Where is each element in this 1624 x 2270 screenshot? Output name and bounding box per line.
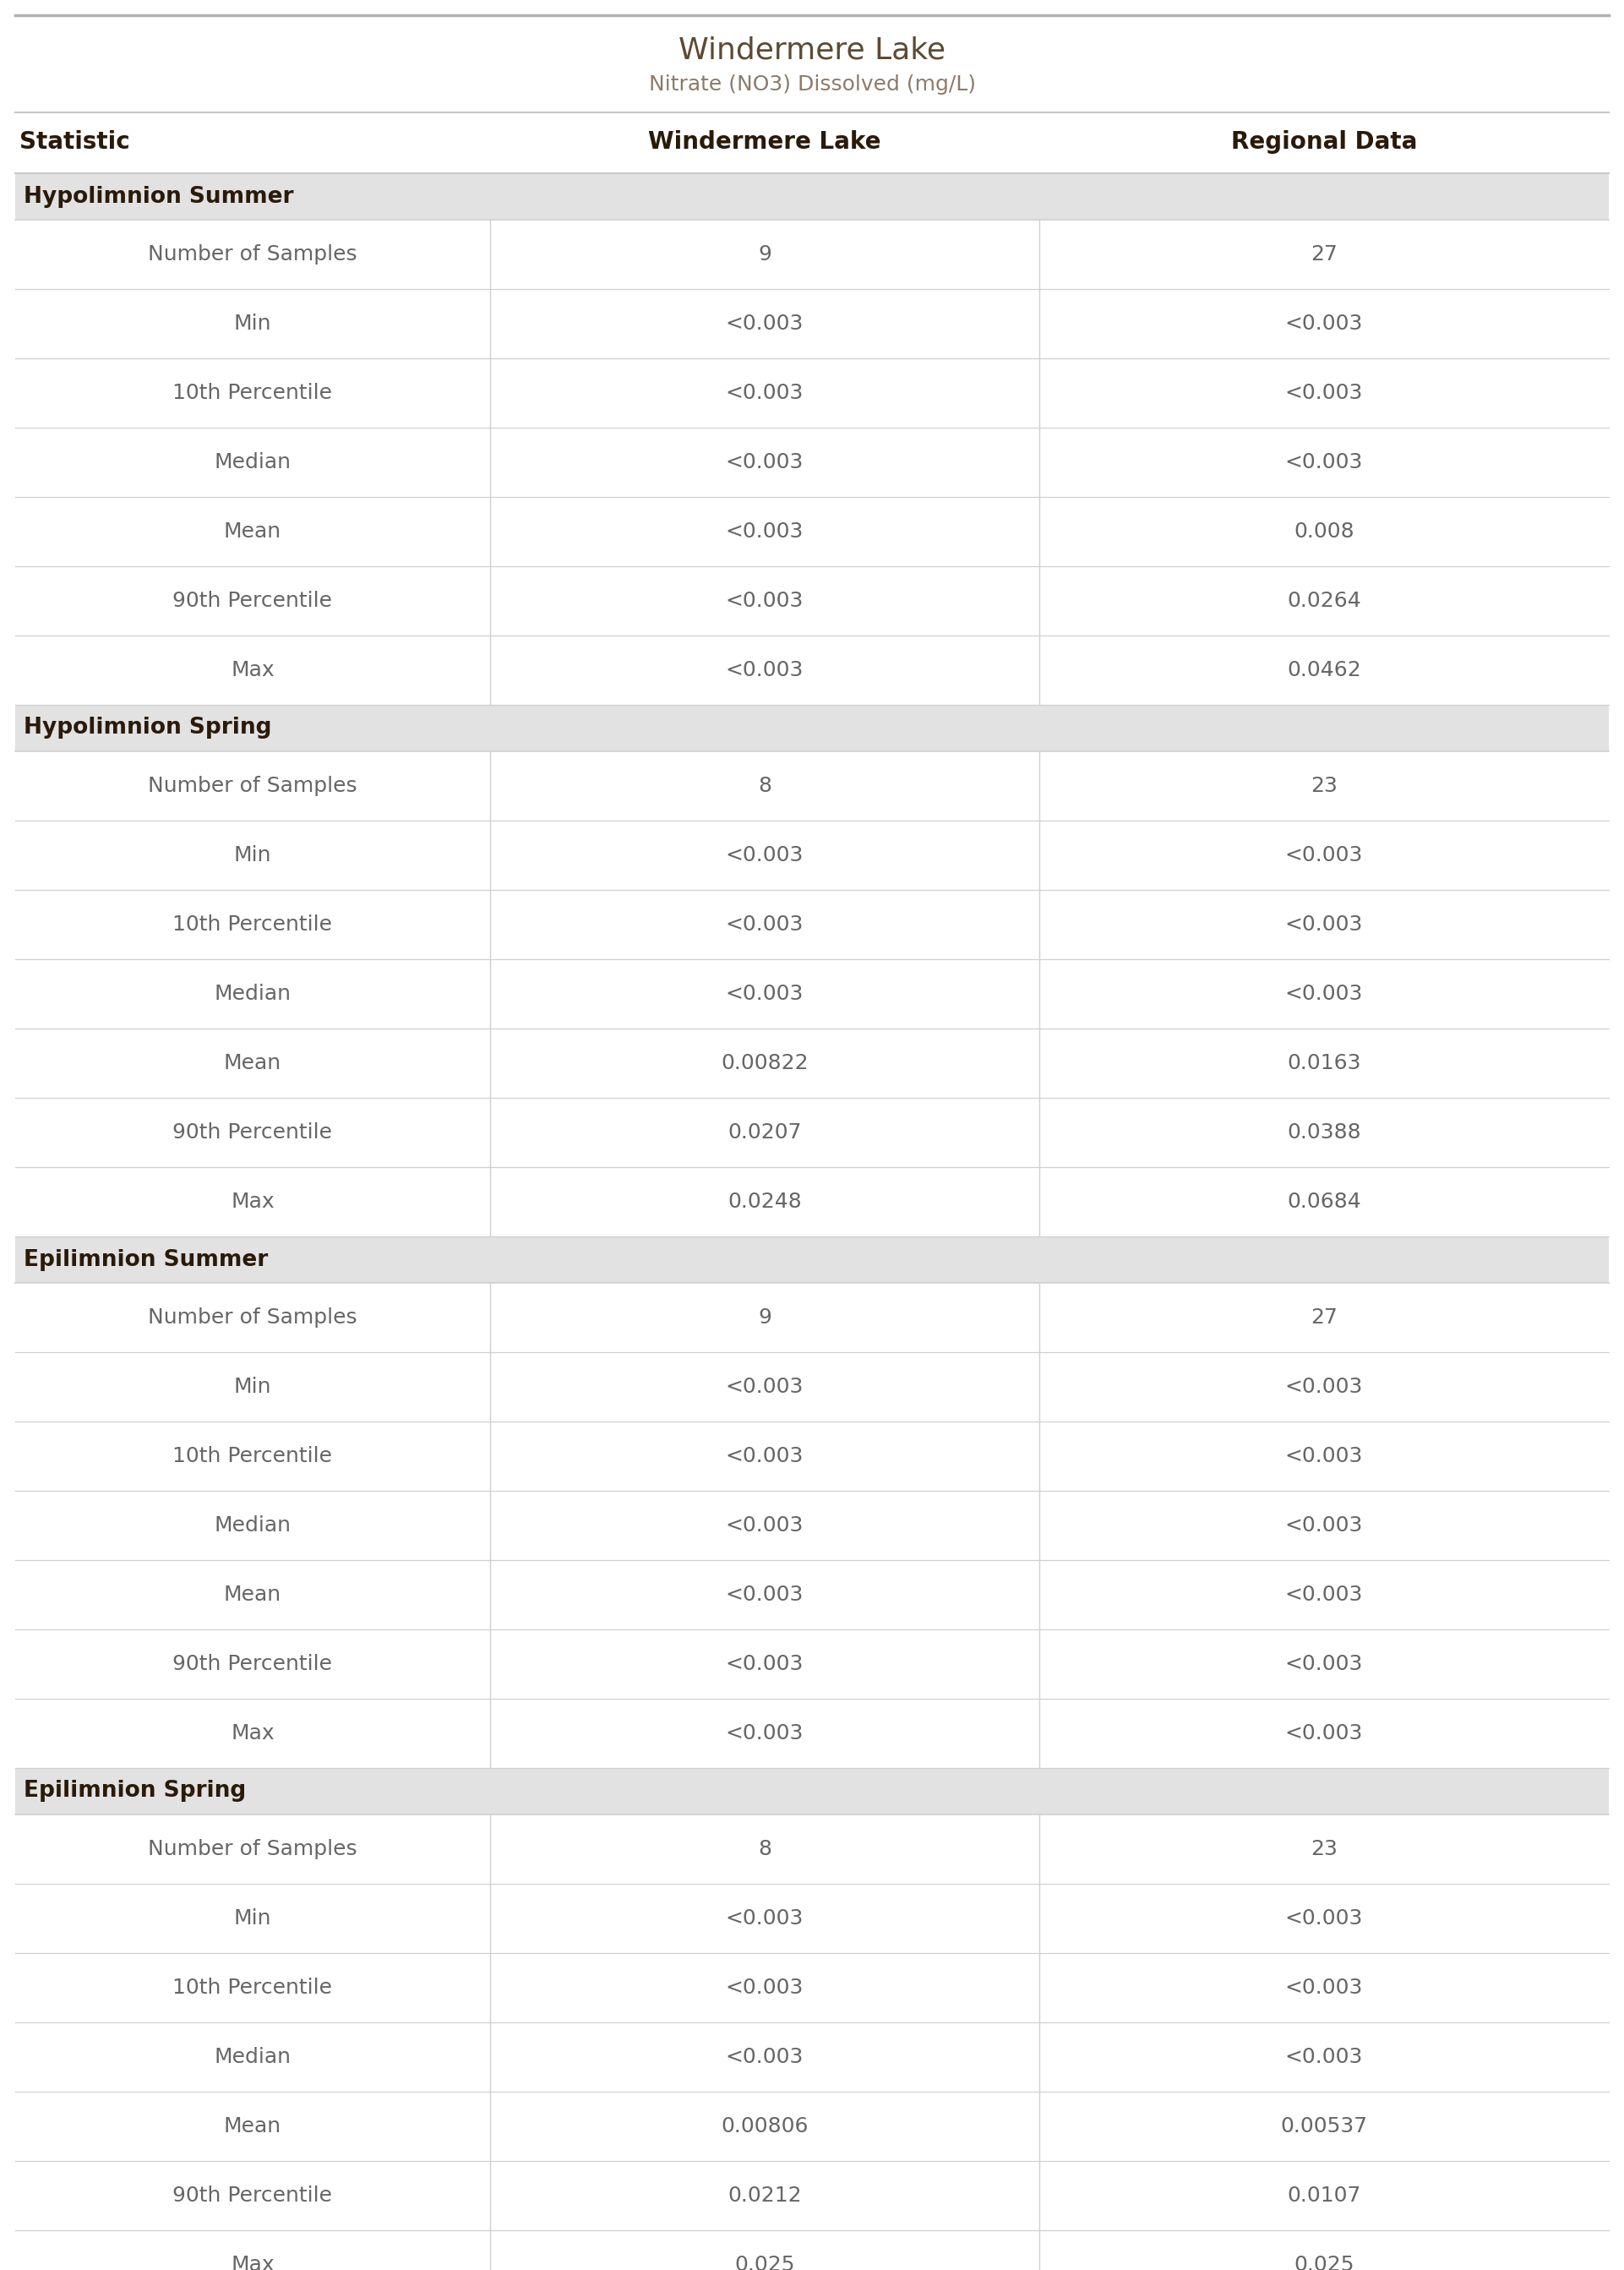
Text: Max: Max <box>231 1723 274 1743</box>
Text: Mean: Mean <box>224 1053 281 1074</box>
Text: <0.003: <0.003 <box>726 384 804 404</box>
Text: <0.003: <0.003 <box>1285 844 1363 865</box>
Text: <0.003: <0.003 <box>726 1516 804 1535</box>
Text: 10th Percentile: 10th Percentile <box>172 384 333 404</box>
Text: 0.0107: 0.0107 <box>1288 2186 1361 2206</box>
Text: Regional Data: Regional Data <box>1231 129 1418 154</box>
Text: Number of Samples: Number of Samples <box>148 1839 357 1859</box>
Bar <box>15 704 1609 751</box>
Text: <0.003: <0.003 <box>726 844 804 865</box>
Bar <box>15 1768 1609 1814</box>
Text: <0.003: <0.003 <box>726 1977 804 1998</box>
Text: 10th Percentile: 10th Percentile <box>172 1446 333 1466</box>
Text: <0.003: <0.003 <box>726 590 804 611</box>
Text: Windermere Lake: Windermere Lake <box>648 129 882 154</box>
Text: 0.008: 0.008 <box>1294 522 1354 543</box>
Text: 8: 8 <box>758 776 771 797</box>
Text: Min: Min <box>234 1376 271 1396</box>
Text: <0.003: <0.003 <box>1285 1977 1363 1998</box>
Text: <0.003: <0.003 <box>726 983 804 1003</box>
Text: <0.003: <0.003 <box>726 1446 804 1466</box>
Text: 0.0388: 0.0388 <box>1288 1121 1361 1142</box>
Text: <0.003: <0.003 <box>1285 1584 1363 1605</box>
Text: <0.003: <0.003 <box>726 313 804 334</box>
Text: 0.0163: 0.0163 <box>1288 1053 1361 1074</box>
Text: <0.003: <0.003 <box>726 1723 804 1743</box>
Text: 9: 9 <box>758 245 771 266</box>
Text: <0.003: <0.003 <box>1285 983 1363 1003</box>
Text: <0.003: <0.003 <box>1285 313 1363 334</box>
Text: <0.003: <0.003 <box>1285 1376 1363 1396</box>
Text: 90th Percentile: 90th Percentile <box>172 1655 333 1675</box>
Text: <0.003: <0.003 <box>1285 1655 1363 1675</box>
Text: Mean: Mean <box>224 2116 281 2136</box>
Text: Number of Samples: Number of Samples <box>148 245 357 266</box>
Text: Median: Median <box>214 1516 291 1535</box>
Text: <0.003: <0.003 <box>726 1655 804 1675</box>
Text: Statistic: Statistic <box>19 129 130 154</box>
Text: 0.0248: 0.0248 <box>728 1192 802 1212</box>
Text: <0.003: <0.003 <box>726 452 804 472</box>
Text: Epilimnion Spring: Epilimnion Spring <box>24 1780 247 1802</box>
Text: 23: 23 <box>1311 1839 1338 1859</box>
Text: <0.003: <0.003 <box>1285 915 1363 935</box>
Text: 0.025: 0.025 <box>1294 2254 1354 2270</box>
Text: 10th Percentile: 10th Percentile <box>172 915 333 935</box>
Text: <0.003: <0.003 <box>726 661 804 681</box>
Text: Nitrate (NO3) Dissolved (mg/L): Nitrate (NO3) Dissolved (mg/L) <box>648 75 976 95</box>
Text: <0.003: <0.003 <box>1285 384 1363 404</box>
Text: Min: Min <box>234 844 271 865</box>
Text: Median: Median <box>214 452 291 472</box>
Text: Max: Max <box>231 661 274 681</box>
Text: Mean: Mean <box>224 522 281 543</box>
Text: Number of Samples: Number of Samples <box>148 776 357 797</box>
Text: <0.003: <0.003 <box>726 915 804 935</box>
Text: Median: Median <box>214 2048 291 2068</box>
Bar <box>15 173 1609 220</box>
Text: 90th Percentile: 90th Percentile <box>172 2186 333 2206</box>
Text: <0.003: <0.003 <box>726 2048 804 2068</box>
Text: 0.0462: 0.0462 <box>1286 661 1361 681</box>
Text: 23: 23 <box>1311 776 1338 797</box>
Text: Min: Min <box>234 1909 271 1930</box>
Text: 27: 27 <box>1311 245 1338 266</box>
Text: 0.0212: 0.0212 <box>728 2186 802 2206</box>
Text: <0.003: <0.003 <box>726 1909 804 1930</box>
Text: 0.0684: 0.0684 <box>1286 1192 1361 1212</box>
Text: 0.025: 0.025 <box>734 2254 794 2270</box>
Bar <box>15 1237 1609 1283</box>
Text: <0.003: <0.003 <box>726 1376 804 1396</box>
Text: 0.00806: 0.00806 <box>721 2116 809 2136</box>
Text: <0.003: <0.003 <box>1285 452 1363 472</box>
Text: <0.003: <0.003 <box>1285 1723 1363 1743</box>
Text: <0.003: <0.003 <box>1285 1446 1363 1466</box>
Text: 0.0207: 0.0207 <box>728 1121 802 1142</box>
Text: 0.00822: 0.00822 <box>721 1053 809 1074</box>
Text: 9: 9 <box>758 1308 771 1328</box>
Text: Mean: Mean <box>224 1584 281 1605</box>
Text: Max: Max <box>231 1192 274 1212</box>
Text: Max: Max <box>231 2254 274 2270</box>
Text: <0.003: <0.003 <box>1285 1909 1363 1930</box>
Text: Hypolimnion Spring: Hypolimnion Spring <box>24 717 271 740</box>
Text: <0.003: <0.003 <box>1285 2048 1363 2068</box>
Text: <0.003: <0.003 <box>726 1584 804 1605</box>
Text: 0.00537: 0.00537 <box>1280 2116 1367 2136</box>
Text: <0.003: <0.003 <box>1285 1516 1363 1535</box>
Text: <0.003: <0.003 <box>726 522 804 543</box>
Text: 90th Percentile: 90th Percentile <box>172 1121 333 1142</box>
Text: 90th Percentile: 90th Percentile <box>172 590 333 611</box>
Text: Windermere Lake: Windermere Lake <box>679 36 945 66</box>
Text: 27: 27 <box>1311 1308 1338 1328</box>
Text: 8: 8 <box>758 1839 771 1859</box>
Text: Median: Median <box>214 983 291 1003</box>
Text: Min: Min <box>234 313 271 334</box>
Text: Epilimnion Summer: Epilimnion Summer <box>24 1249 268 1271</box>
Text: 0.0264: 0.0264 <box>1286 590 1361 611</box>
Text: 10th Percentile: 10th Percentile <box>172 1977 333 1998</box>
Text: Hypolimnion Summer: Hypolimnion Summer <box>24 186 294 207</box>
Text: Number of Samples: Number of Samples <box>148 1308 357 1328</box>
